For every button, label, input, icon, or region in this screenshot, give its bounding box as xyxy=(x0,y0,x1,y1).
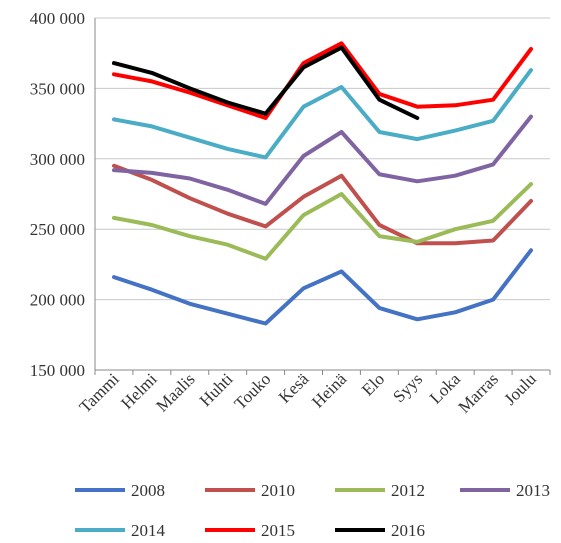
gridlines xyxy=(95,17,550,371)
legend-label-2010: 2010 xyxy=(261,481,295,500)
series-line-2016 xyxy=(112,45,420,120)
x-tick-label: Heinä xyxy=(308,369,350,411)
legend-label-2008: 2008 xyxy=(131,481,165,500)
x-tick-label: Helmi xyxy=(117,369,161,413)
x-tick-label: Marras xyxy=(454,369,501,416)
x-tick-label: Touko xyxy=(230,369,274,413)
y-tick-label: 350 000 xyxy=(30,79,85,98)
legend-label-2012: 2012 xyxy=(391,481,425,500)
y-tick-label: 300 000 xyxy=(30,150,85,169)
y-tick-label: 400 000 xyxy=(30,9,85,28)
x-tick-label: Joulu xyxy=(500,369,540,409)
legend-label-2014: 2014 xyxy=(131,521,166,540)
y-axis: 150 000 200 000 250 000 300 000 350 000 400 0… xyxy=(30,9,96,380)
series-line-2012 xyxy=(112,182,533,261)
x-tick-label: Elo xyxy=(358,369,388,399)
series-line-2008 xyxy=(112,248,533,326)
x-tick-label: Huhti xyxy=(196,369,237,410)
x-tick-label: Maalis xyxy=(152,369,198,415)
legend: 2008 2010 2012 2013 2014 2015 2016 xyxy=(75,481,550,540)
series-line-2015 xyxy=(112,41,533,120)
series-lines xyxy=(112,41,533,326)
y-tick-label: 200 000 xyxy=(30,291,85,310)
x-tick-label: Syys xyxy=(389,369,426,406)
series-line-2013 xyxy=(112,114,533,206)
y-tick-label: 250 000 xyxy=(30,220,85,239)
legend-label-2013: 2013 xyxy=(516,481,550,500)
x-tick-label: Kesä xyxy=(275,369,313,407)
legend-label-2016: 2016 xyxy=(391,521,425,540)
series-line-2014 xyxy=(112,68,533,160)
legend-label-2015: 2015 xyxy=(261,521,295,540)
y-tick-label: 150 000 xyxy=(30,361,85,380)
series-line-2010 xyxy=(112,163,533,246)
